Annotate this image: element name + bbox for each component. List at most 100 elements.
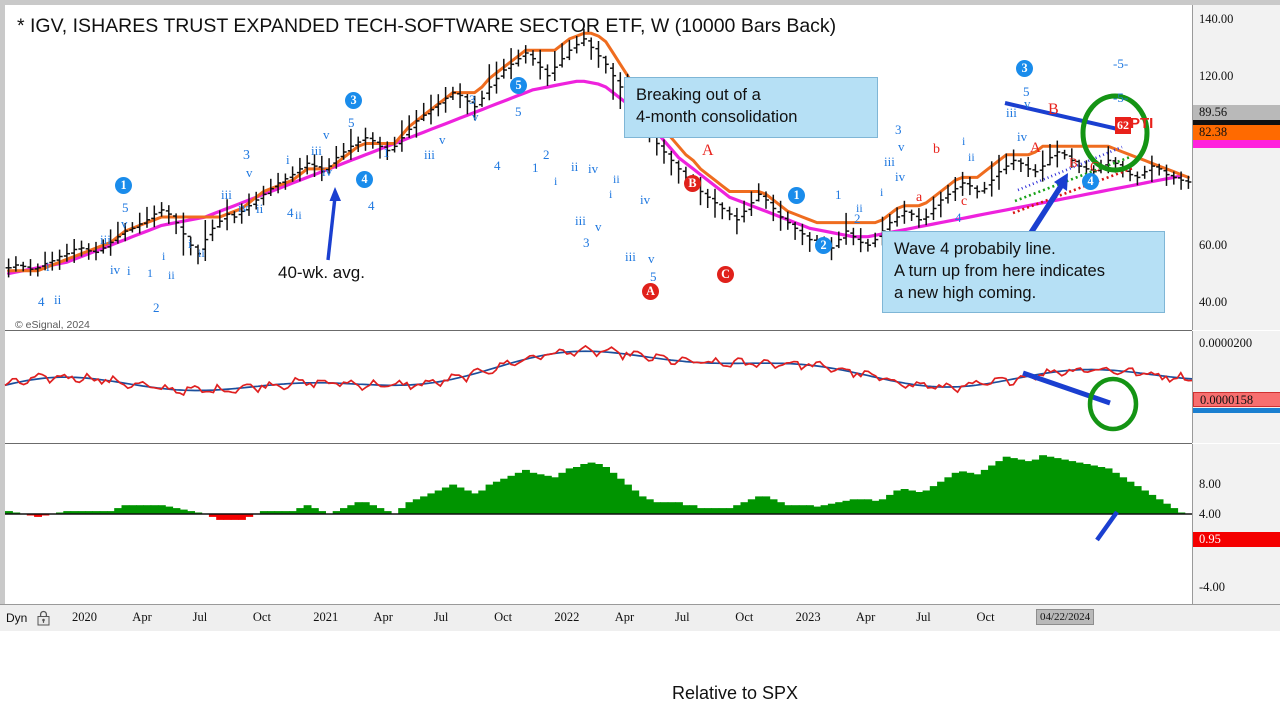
price-axis-tick: 40.00 — [1199, 294, 1228, 309]
wave-degree-marker: 4 — [356, 171, 373, 188]
wave-label: 1 — [383, 145, 390, 160]
wave-degree-marker: A — [642, 283, 659, 300]
wave-label: 4 — [287, 205, 294, 220]
wave-label: ii — [168, 268, 175, 282]
wave-label: 3 — [895, 122, 902, 137]
callout-breakout-text: Breaking out of a 4-month consolidation — [636, 86, 798, 126]
date-axis-label: Jul — [675, 610, 690, 624]
price-axis-tick: 140.00 — [1199, 12, 1234, 27]
wave-label: ii — [571, 159, 579, 174]
wave-label: ii — [256, 201, 264, 216]
wave-label: iii — [575, 213, 586, 228]
wave-degree-marker: B — [684, 175, 701, 192]
wave-label: 4 — [38, 294, 45, 309]
rs-axis-tick: 0.0000200 — [1199, 336, 1253, 350]
wave-degree-marker: 5 — [510, 77, 527, 94]
wave-degree-marker: 1 — [788, 187, 805, 204]
trendline-consolidation-top — [1004, 101, 1123, 132]
relative-strength-panel[interactable]: Relative to SPX — [4, 331, 1193, 703]
wave-label: 5 — [122, 200, 129, 215]
rs-value-badge: 0.0000158 — [1193, 392, 1280, 407]
date-axis-label: Oct — [735, 610, 754, 624]
wave-label: 2 — [543, 147, 550, 162]
date-axis[interactable]: Dyn 2020 Apr Jul Oct 2021 Apr Jul Oct 2022 Apr Jul… — [0, 604, 1280, 631]
date-axis-label: Oct — [494, 610, 513, 624]
wave-label: 4 — [368, 198, 375, 213]
wave-label: iv — [322, 164, 333, 179]
wave-label: 5 — [650, 269, 657, 284]
wave-label: ii — [54, 292, 62, 307]
wave-label: ii — [613, 172, 620, 186]
rs-axis[interactable]: 0.0000200 0.0000158 — [1192, 331, 1280, 443]
wave-label: -5- — [1113, 90, 1129, 105]
price-axis-tick: 120.00 — [1199, 68, 1234, 83]
wave-label: 5 — [1023, 84, 1030, 99]
wave-label: v — [323, 127, 330, 142]
window-left-chrome — [0, 0, 5, 604]
price-plot — [5, 29, 1192, 278]
price-panel[interactable]: * IGV, ISHARES TRUST EXPANDED TECH-SOFTW… — [5, 5, 1192, 331]
callout-breakout: Breaking out of a 4-month consolidation — [624, 77, 878, 138]
histogram-trendline — [1095, 510, 1119, 542]
wave-degree-marker: 4 — [1082, 173, 1099, 190]
price-magenta-marker — [1193, 140, 1280, 148]
rs-label: Relative to SPX — [672, 683, 799, 703]
histogram-plot — [5, 455, 1192, 542]
rs-ratio-line — [4, 344, 1193, 397]
date-axis-label: Jul — [433, 610, 449, 624]
callout-wave4: Wave 4 probabily line. A turn up from her… — [882, 231, 1165, 314]
wave-label: iii — [884, 154, 895, 169]
wave-label: A — [1030, 140, 1041, 156]
date-axis-label: Apr — [614, 610, 635, 624]
wave-label: 2 — [854, 211, 861, 226]
trendline-dotted-red — [1012, 166, 1134, 215]
wave-label: 1 — [532, 160, 539, 175]
date-axis-label: 2022 — [554, 610, 580, 624]
wave-label: iii — [424, 147, 435, 162]
wave-label: i — [962, 134, 966, 148]
date-axis-label: Oct — [976, 610, 995, 624]
wave-label: ii — [295, 208, 302, 222]
wave-label: iii — [311, 143, 322, 158]
wave-label: i — [162, 249, 166, 263]
wave-label: C — [1090, 160, 1100, 175]
hist-axis-tick-8: 8.00 — [1199, 477, 1221, 491]
wave-label: 3 — [469, 92, 476, 107]
wave-degree-marker: 3 — [1016, 60, 1033, 77]
dyn-label: Dyn — [6, 611, 28, 625]
wave-label: iv — [110, 262, 121, 277]
wave-degree-marker: 1 — [115, 177, 132, 194]
hist-axis-tick-4: 4.00 — [1199, 507, 1221, 521]
wave-label: ii — [968, 150, 975, 164]
rs-highlight-circle — [1087, 376, 1139, 432]
trendline-dotted-blue — [1017, 145, 1123, 192]
date-axis-label: 2021 — [313, 610, 339, 624]
wave-label: i — [46, 259, 50, 274]
histogram-axis[interactable]: 8.00 4.00 -4.00 0.95 — [1192, 444, 1280, 604]
histogram-panel[interactable] — [5, 444, 1192, 604]
wave-label: B — [1048, 101, 1059, 118]
lock-icon[interactable] — [36, 610, 51, 626]
wave-label: iv — [238, 200, 249, 215]
wave-label: ii — [856, 201, 863, 215]
wave-label: v — [595, 219, 602, 234]
date-axis-label: Apr — [373, 610, 393, 624]
wave-label: v — [1024, 96, 1031, 111]
histogram-bars — [5, 455, 1186, 520]
price-high-badge: 89.56 — [1193, 105, 1280, 120]
ma-label: 40-wk. avg. — [278, 263, 365, 282]
wave-label: iii — [100, 232, 111, 247]
wave-label: ii — [198, 246, 205, 260]
watermark: © eSignal, 2024 — [15, 319, 90, 331]
wave-label: iii — [221, 187, 232, 202]
chart-title: * IGV, ISHARES TRUST EXPANDED TECH-SOFTW… — [17, 15, 837, 37]
date-axis-label: Jul — [916, 610, 931, 624]
wave-label: 4 — [955, 210, 962, 225]
hist-value-badge: 0.95 — [1193, 532, 1280, 547]
callout-wave4-text: Wave 4 probabily line. A turn up from her… — [894, 240, 1105, 302]
wave-label: i — [286, 152, 290, 167]
wave-degree-marker: C — [717, 266, 734, 283]
rs-trendline — [1022, 370, 1111, 406]
